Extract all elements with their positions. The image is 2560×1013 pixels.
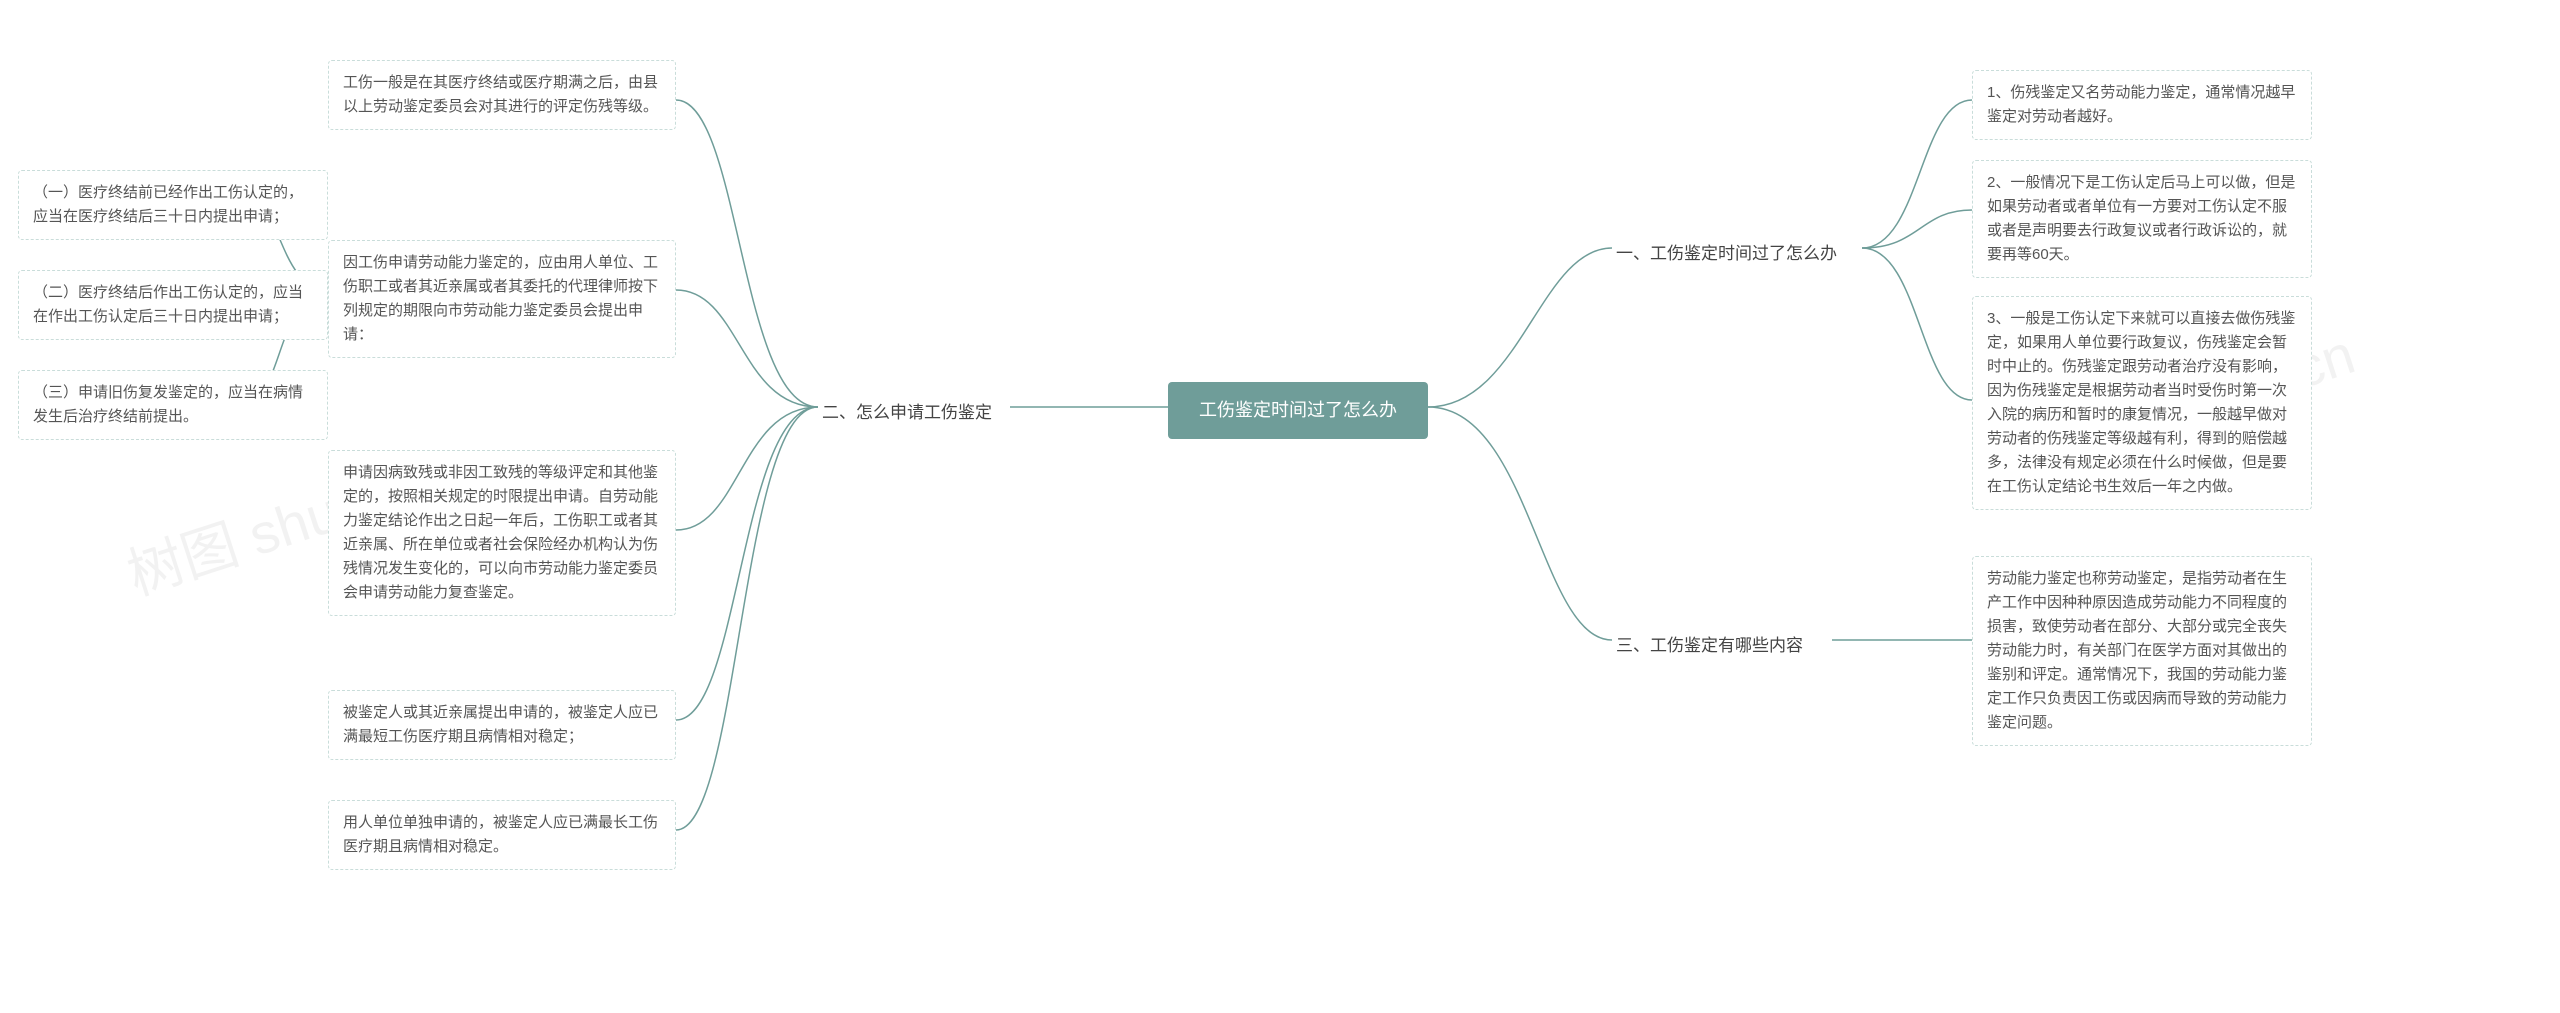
leaf-node: 工伤一般是在其医疗终结或医疗期满之后，由县以上劳动鉴定委员会对其进行的评定伤残等…: [328, 60, 676, 130]
leaf-node: 1、伤残鉴定又名劳动能力鉴定，通常情况越早鉴定对劳动者越好。: [1972, 70, 2312, 140]
leaf-node: 被鉴定人或其近亲属提出申请的，被鉴定人应已满最短工伤医疗期且病情相对稳定；: [328, 690, 676, 760]
sub-leaf-node: （一）医疗终结前已经作出工伤认定的，应当在医疗终结后三十日内提出申请；: [18, 170, 328, 240]
branch-section-1: 一、工伤鉴定时间过了怎么办: [1612, 234, 1841, 273]
leaf-node: 因工伤申请劳动能力鉴定的，应由用人单位、工伤职工或者其近亲属或者其委托的代理律师…: [328, 240, 676, 358]
leaf-node: 3、一般是工伤认定下来就可以直接去做伤残鉴定，如果用人单位要行政复议，伤残鉴定会…: [1972, 296, 2312, 510]
leaf-node: 申请因病致残或非因工致残的等级评定和其他鉴定的，按照相关规定的时限提出申请。自劳…: [328, 450, 676, 616]
center-node: 工伤鉴定时间过了怎么办: [1168, 382, 1428, 439]
leaf-node: 用人单位单独申请的，被鉴定人应已满最长工伤医疗期且病情相对稳定。: [328, 800, 676, 870]
sub-leaf-node: （二）医疗终结后作出工伤认定的，应当在作出工伤认定后三十日内提出申请；: [18, 270, 328, 340]
leaf-node: 2、一般情况下是工伤认定后马上可以做，但是如果劳动者或者单位有一方要对工伤认定不…: [1972, 160, 2312, 278]
branch-section-2: 二、怎么申请工伤鉴定: [818, 393, 996, 432]
sub-leaf-node: （三）申请旧伤复发鉴定的，应当在病情发生后治疗终结前提出。: [18, 370, 328, 440]
branch-section-3: 三、工伤鉴定有哪些内容: [1612, 626, 1807, 665]
leaf-node: 劳动能力鉴定也称劳动鉴定，是指劳动者在生产工作中因种种原因造成劳动能力不同程度的…: [1972, 556, 2312, 746]
